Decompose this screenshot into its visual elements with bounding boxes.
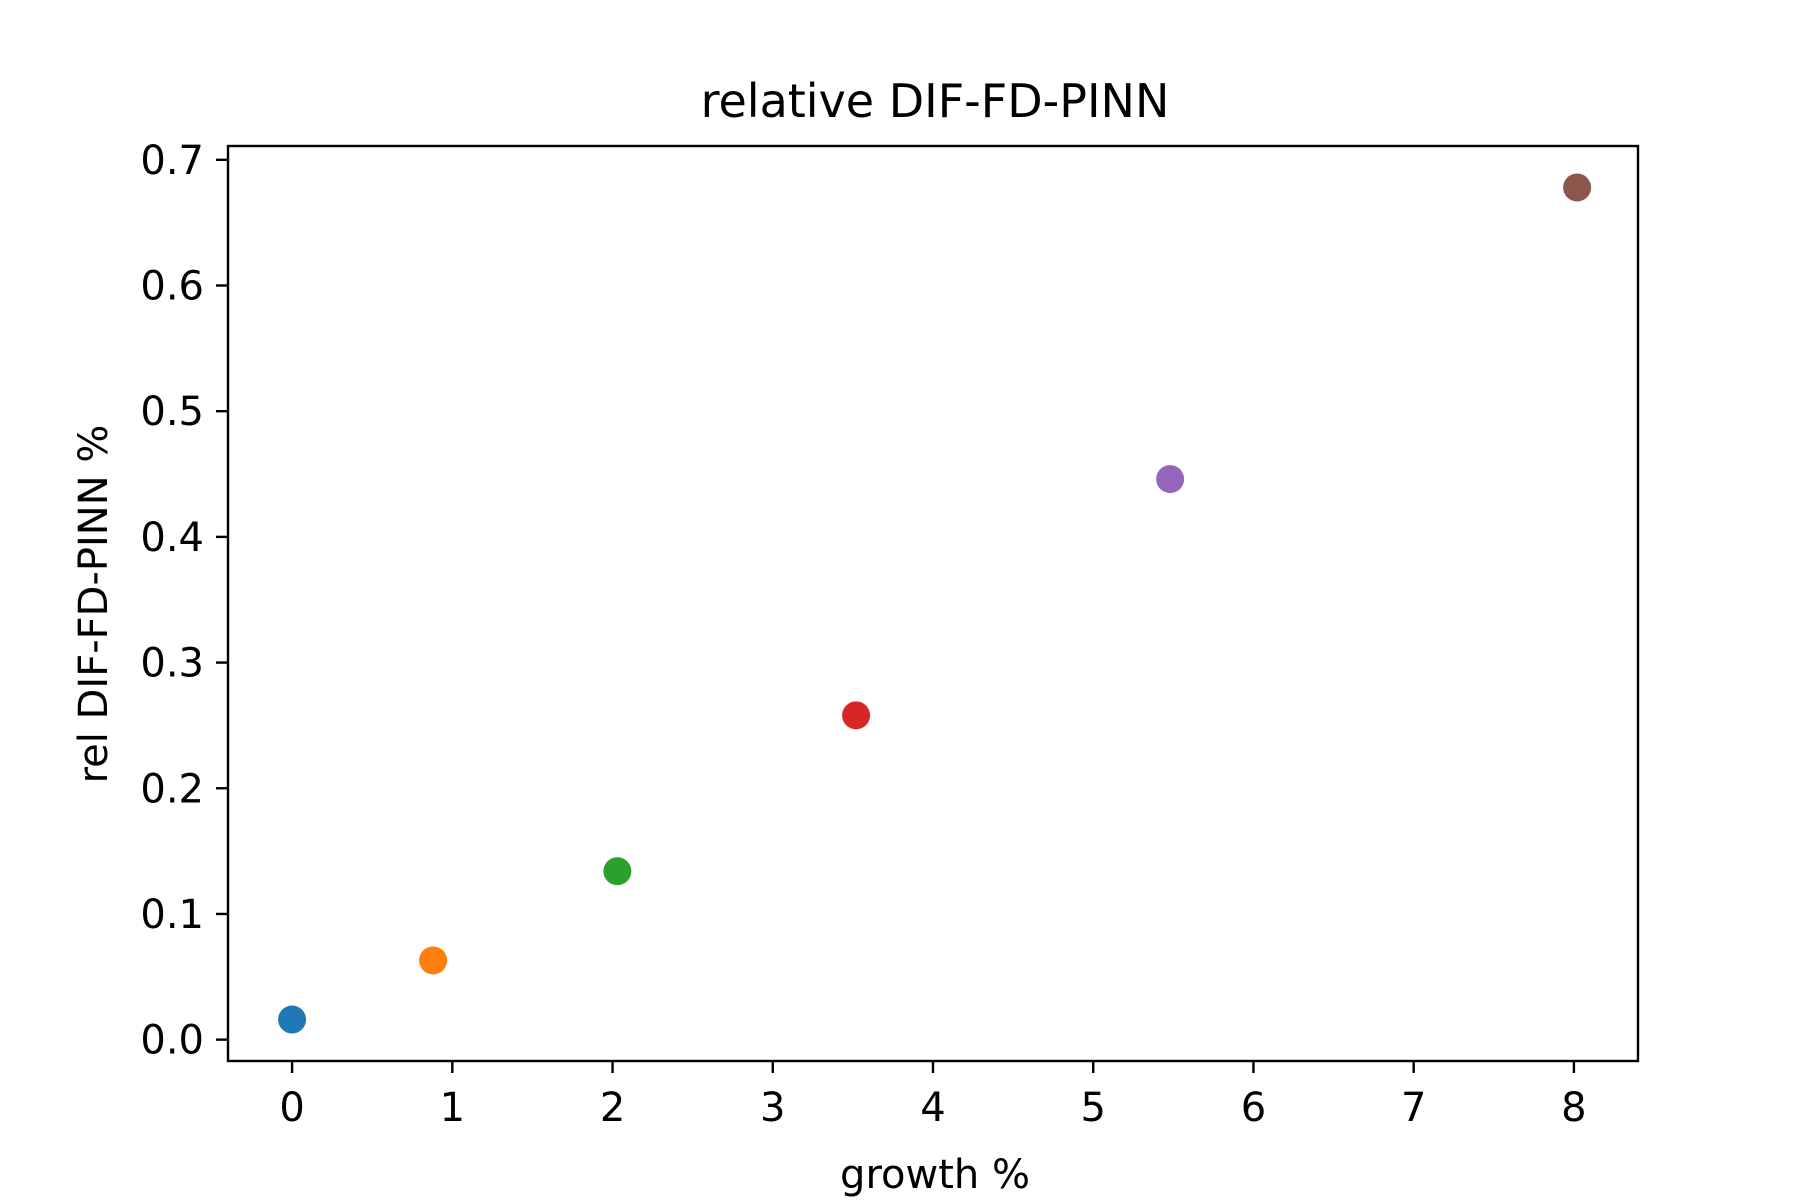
y-axis-label: rel DIF-FD-PINN %	[71, 425, 117, 784]
plot-area: 0 1 2 3 4 5 6 7 8 0.0 0.1 0.2 0.3 0.4 0.5 0.6 0.7	[140, 138, 1640, 1131]
data-point	[419, 946, 448, 975]
y-tick-label: 0.7	[140, 138, 204, 184]
x-tick-label: 4	[920, 1085, 945, 1131]
x-tick-label: 0	[279, 1085, 304, 1131]
x-tick-label: 2	[600, 1085, 625, 1131]
y-tick-label: 0.5	[140, 389, 204, 435]
data-point	[1563, 173, 1592, 202]
y-tick-label: 0.4	[140, 515, 204, 561]
x-tick-label: 8	[1561, 1085, 1586, 1131]
x-tick-label: 7	[1401, 1085, 1426, 1131]
y-tick-label: 0.3	[140, 641, 204, 687]
y-tick-label: 0.2	[140, 766, 204, 812]
x-tick-label: 5	[1081, 1085, 1106, 1131]
y-tick-label: 0.0	[140, 1018, 204, 1064]
x-tick-label: 6	[1241, 1085, 1266, 1131]
data-point	[1156, 465, 1185, 494]
x-tick-label: 1	[440, 1085, 465, 1131]
y-tick-label: 0.6	[140, 264, 204, 310]
axes-frame	[226, 144, 1640, 1063]
x-tick-label: 3	[760, 1085, 785, 1131]
y-tick-label: 0.1	[140, 892, 204, 938]
x-axis-label: growth %	[840, 1152, 1030, 1198]
data-point	[278, 1005, 307, 1034]
data-point	[842, 701, 871, 730]
data-point	[603, 857, 632, 886]
chart-title: relative DIF-FD-PINN	[701, 74, 1170, 128]
